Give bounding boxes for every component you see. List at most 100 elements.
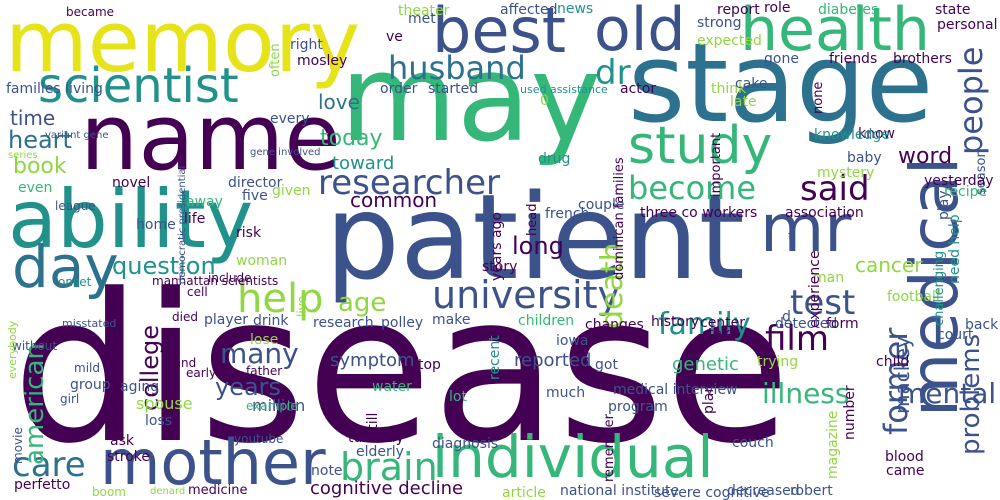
- word-common: common: [350, 188, 438, 212]
- word-denard: denard: [150, 486, 186, 497]
- word-woman: woman: [236, 253, 288, 269]
- word-children: children: [518, 313, 575, 329]
- word-director: director: [228, 175, 283, 191]
- word-report: report: [717, 2, 760, 18]
- word-early: early: [186, 366, 217, 380]
- word-dr: dr: [595, 53, 631, 93]
- word-dominican-families: dominican families: [612, 157, 627, 281]
- word-association: association: [785, 205, 864, 221]
- word-spouse: spouse: [136, 394, 193, 413]
- word-group: group: [70, 377, 111, 393]
- word-brain: brain: [340, 445, 438, 489]
- word-recent: recent: [487, 335, 503, 381]
- word-iowa: iowa: [556, 333, 589, 349]
- word-word: word: [898, 144, 953, 169]
- word-genetic: genetic: [672, 354, 739, 375]
- word-toward: toward: [332, 153, 395, 174]
- word-personal: personal: [937, 17, 998, 33]
- word-family: family: [658, 307, 751, 342]
- word-day: day: [12, 233, 119, 301]
- word-said: said: [800, 169, 870, 209]
- word-football: football: [887, 289, 940, 305]
- word-remember: remember: [602, 414, 617, 483]
- word-ask: ask: [110, 433, 134, 449]
- word-university: university: [432, 273, 620, 317]
- word-mr: mr: [760, 190, 852, 267]
- word-disease: disease: [12, 251, 791, 489]
- word-help: help: [237, 276, 324, 322]
- word-american: american: [20, 342, 50, 465]
- word-medicine: medicine: [188, 483, 248, 498]
- word-player: player: [204, 312, 249, 328]
- word-need-help: need help: [947, 213, 963, 284]
- word-best: best: [432, 0, 567, 67]
- word-home: home: [136, 217, 176, 233]
- word-strong: strong: [697, 15, 742, 31]
- word-movie: movie: [11, 427, 25, 464]
- word-manhattan-scientists: manhattan scientists: [152, 274, 279, 288]
- word-used-assistance: used assistance: [520, 83, 608, 96]
- word-brothers: brothers: [893, 51, 952, 67]
- word-experience: experience: [807, 250, 823, 328]
- word-met: met: [408, 11, 436, 27]
- word-story: story: [482, 259, 518, 275]
- word-illness: illness: [762, 377, 850, 410]
- word-know: know: [858, 126, 895, 142]
- word-man: man: [813, 270, 845, 286]
- word-theater: theater: [398, 3, 450, 19]
- word-may: may: [340, 30, 602, 169]
- word-film: film: [765, 319, 829, 359]
- word-couch: couch: [732, 435, 774, 451]
- word-mosley: mosley: [297, 53, 348, 69]
- word-many: many: [220, 337, 299, 370]
- word-diagnosis: diagnosis: [432, 436, 499, 452]
- word-study: study: [628, 116, 773, 176]
- word-came: came: [886, 463, 925, 479]
- word-tuesday: tuesday: [348, 430, 405, 446]
- word-ve: ve: [386, 29, 403, 45]
- word-challenging: challenging: [932, 250, 947, 326]
- word-perfetto: perfetto: [14, 477, 71, 493]
- word-make: make: [432, 312, 471, 328]
- word-heart: heart: [8, 126, 72, 154]
- word-french: french: [545, 206, 590, 222]
- word-top: top: [418, 357, 441, 373]
- word-plan: plan: [701, 383, 717, 414]
- word-years: years: [215, 373, 282, 401]
- word-series: series: [8, 150, 38, 161]
- word-magazine: magazine: [825, 410, 841, 480]
- word-note: note: [311, 463, 343, 479]
- word-symptom: symptom: [330, 350, 415, 371]
- word-got: got: [595, 357, 618, 373]
- word-recipe: recipe: [944, 184, 988, 200]
- word-became: became: [66, 5, 115, 19]
- word-d: d: [782, 309, 791, 325]
- word-detected: detected: [775, 316, 838, 332]
- word-late: late: [730, 94, 757, 110]
- word-drug: drug: [538, 151, 571, 167]
- word-medical-interview: medical interview: [613, 382, 738, 398]
- word-mild: mild: [74, 361, 100, 375]
- word-loss: loss: [145, 413, 173, 429]
- word-baby: baby: [847, 150, 882, 166]
- word-gene-involved: gene involved: [250, 147, 321, 158]
- word-given: given: [272, 183, 311, 199]
- word-onset: onset: [58, 275, 92, 289]
- word-0: 0: [540, 93, 549, 109]
- word-water: water: [372, 379, 412, 395]
- word-knowledge: knowledge: [814, 127, 890, 143]
- word-yesterday: yesterday: [924, 173, 994, 189]
- word-democratic-presidential: democratic presidential: [177, 165, 188, 284]
- word-memory: memory: [5, 0, 361, 92]
- word-hand: hand: [166, 356, 197, 370]
- word-court: court: [937, 327, 974, 343]
- word-individual: individual: [432, 423, 714, 491]
- word-question: question: [112, 252, 216, 280]
- word-people: people: [952, 46, 990, 156]
- word-three-co-workers: three co workers: [640, 205, 758, 221]
- word-order: order: [380, 81, 418, 97]
- word-misstated: misstated: [62, 317, 117, 330]
- word-research: research: [313, 315, 374, 331]
- word-much: much: [546, 385, 586, 401]
